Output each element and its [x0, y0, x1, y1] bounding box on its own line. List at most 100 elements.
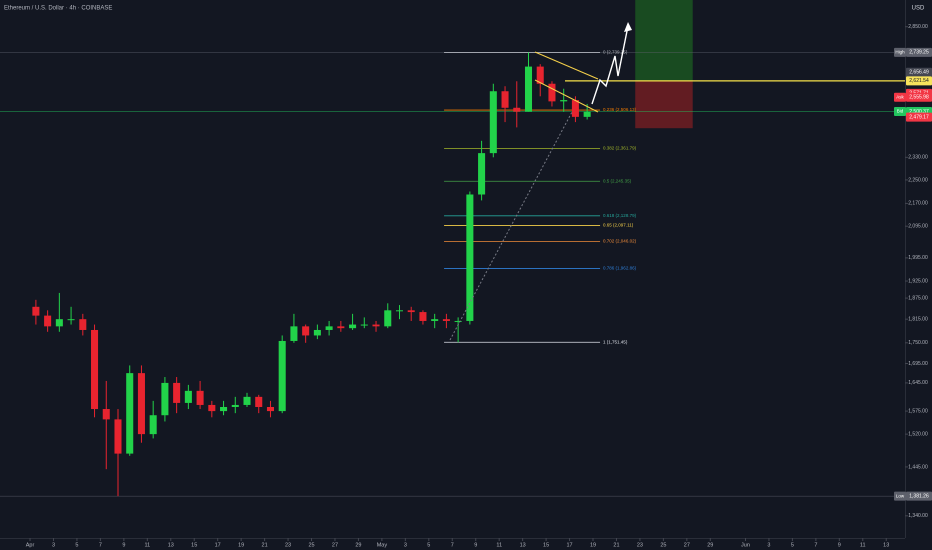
- x-tick-label: 23: [285, 542, 291, 548]
- candle-body: [337, 326, 345, 329]
- x-tick-label: 27: [332, 542, 338, 548]
- candle-body: [44, 315, 52, 327]
- x-tick-label: May: [377, 542, 388, 548]
- y-tick-label: 1,815.00: [908, 317, 928, 323]
- x-tick-label: 3: [767, 542, 770, 548]
- price-tag: [906, 47, 932, 57]
- arrow-head: [624, 22, 632, 32]
- candle-body: [384, 310, 392, 327]
- candle-body: [478, 153, 486, 195]
- candle-body: [184, 390, 192, 403]
- y-tick-label: 1,645.00: [908, 380, 928, 386]
- price-tag-name-bg: [894, 107, 906, 117]
- candle-body: [524, 66, 533, 112]
- x-tick-label: 7: [451, 542, 454, 548]
- candle-body: [349, 324, 357, 329]
- x-tick-label: Jun: [741, 542, 750, 548]
- x-tick-label: Apr: [26, 542, 35, 548]
- y-tick-label: 2,170.00: [908, 201, 928, 207]
- x-tick-label: 13: [168, 542, 174, 548]
- x-tick-label: 27: [684, 542, 690, 548]
- candle-body: [442, 319, 450, 321]
- candle-body: [431, 319, 439, 321]
- candle-body: [208, 404, 216, 412]
- x-tick-label: 19: [590, 542, 596, 548]
- candle-body: [501, 91, 509, 108]
- price-tag-label: 2,621.54: [909, 78, 929, 84]
- candle-body: [173, 382, 181, 403]
- candle-body: [583, 111, 591, 117]
- price-tag: [906, 491, 932, 501]
- price-tag-name-bg: [894, 491, 906, 501]
- chart-title: Ethereum / U.S. Dollar · 4h · COINBASE: [4, 6, 112, 12]
- x-tick-label: 17: [566, 542, 572, 548]
- x-tick-label: 5: [75, 542, 78, 548]
- candle-body: [325, 326, 333, 330]
- candle-body: [255, 396, 263, 407]
- y-tick-label: 1,520.00: [908, 431, 928, 437]
- candle-body: [302, 326, 310, 336]
- x-tick-label: 29: [707, 542, 713, 548]
- x-tick-label: 25: [308, 542, 314, 548]
- trend-line: [449, 111, 573, 341]
- candle-body: [67, 319, 75, 321]
- x-tick-label: 7: [99, 542, 102, 548]
- candle-body: [454, 320, 462, 322]
- candle-body: [149, 415, 157, 435]
- channel-bottom: [534, 79, 599, 113]
- y-tick-label: 2,330.00: [908, 155, 928, 161]
- candle-body: [489, 91, 497, 154]
- candle-body: [32, 306, 40, 316]
- fib-label: 0.65 (2,097.11): [603, 223, 634, 228]
- candle-body: [466, 194, 474, 321]
- x-tick-label: 21: [262, 542, 268, 548]
- candle-body: [419, 312, 427, 321]
- y-tick-label: 2,850.00: [908, 24, 928, 30]
- y-tick-label: 1,695.00: [908, 361, 928, 367]
- candle-body: [220, 406, 228, 412]
- price-tag: [906, 67, 932, 77]
- candle-body: [114, 419, 122, 454]
- candle-body: [372, 324, 380, 327]
- candle-body: [313, 329, 321, 336]
- candle-body: [278, 340, 286, 412]
- price-tag: [906, 92, 932, 102]
- fib-label: 1 (1,751.45): [603, 339, 628, 344]
- y-tick-label: 1,875.00: [908, 295, 928, 301]
- axis-layer: 2,850.00 2,330.00 2,250.00 2,170.00 2,095.00…: [26, 24, 932, 548]
- candle-body: [360, 324, 368, 326]
- candle-body: [161, 382, 169, 416]
- x-tick-label: 29: [355, 542, 361, 548]
- y-tick-label: 1,995.00: [908, 255, 928, 261]
- candle-body: [137, 373, 145, 435]
- fib-label: 0.618 (2,128.79): [603, 213, 637, 218]
- y-tick-label: 1,340.00: [908, 513, 928, 519]
- x-tick-label: 3: [52, 542, 55, 548]
- x-tick-label: 21: [613, 542, 619, 548]
- x-tick-label: 25: [660, 542, 666, 548]
- fib-label: 0.786 (1,962.86): [603, 266, 637, 271]
- x-tick-label: 13: [883, 542, 889, 548]
- candle-body: [91, 329, 99, 410]
- y-tick-label: 1,750.00: [908, 340, 928, 346]
- candle-body: [102, 409, 110, 420]
- fib-label: 0.702 (2,046.02): [603, 239, 637, 244]
- x-tick-label: 15: [191, 542, 197, 548]
- drawings: [449, 22, 632, 341]
- price-tag-label: 2,555.98: [909, 95, 929, 101]
- x-tick-label: 11: [496, 542, 502, 548]
- candle-body: [395, 310, 404, 312]
- candle-body: [79, 319, 87, 330]
- x-tick-label: 5: [791, 542, 794, 548]
- channel-top: [534, 51, 599, 80]
- y-tick-label: 2,095.00: [908, 224, 928, 230]
- price-tag-label: 2,656.49: [909, 70, 929, 76]
- candle-body: [407, 310, 415, 313]
- price-tag-name: Bid: [897, 109, 904, 114]
- price-tag: [906, 76, 932, 86]
- x-tick-label: 9: [838, 542, 841, 548]
- y-tick-label: 1,445.00: [908, 464, 928, 470]
